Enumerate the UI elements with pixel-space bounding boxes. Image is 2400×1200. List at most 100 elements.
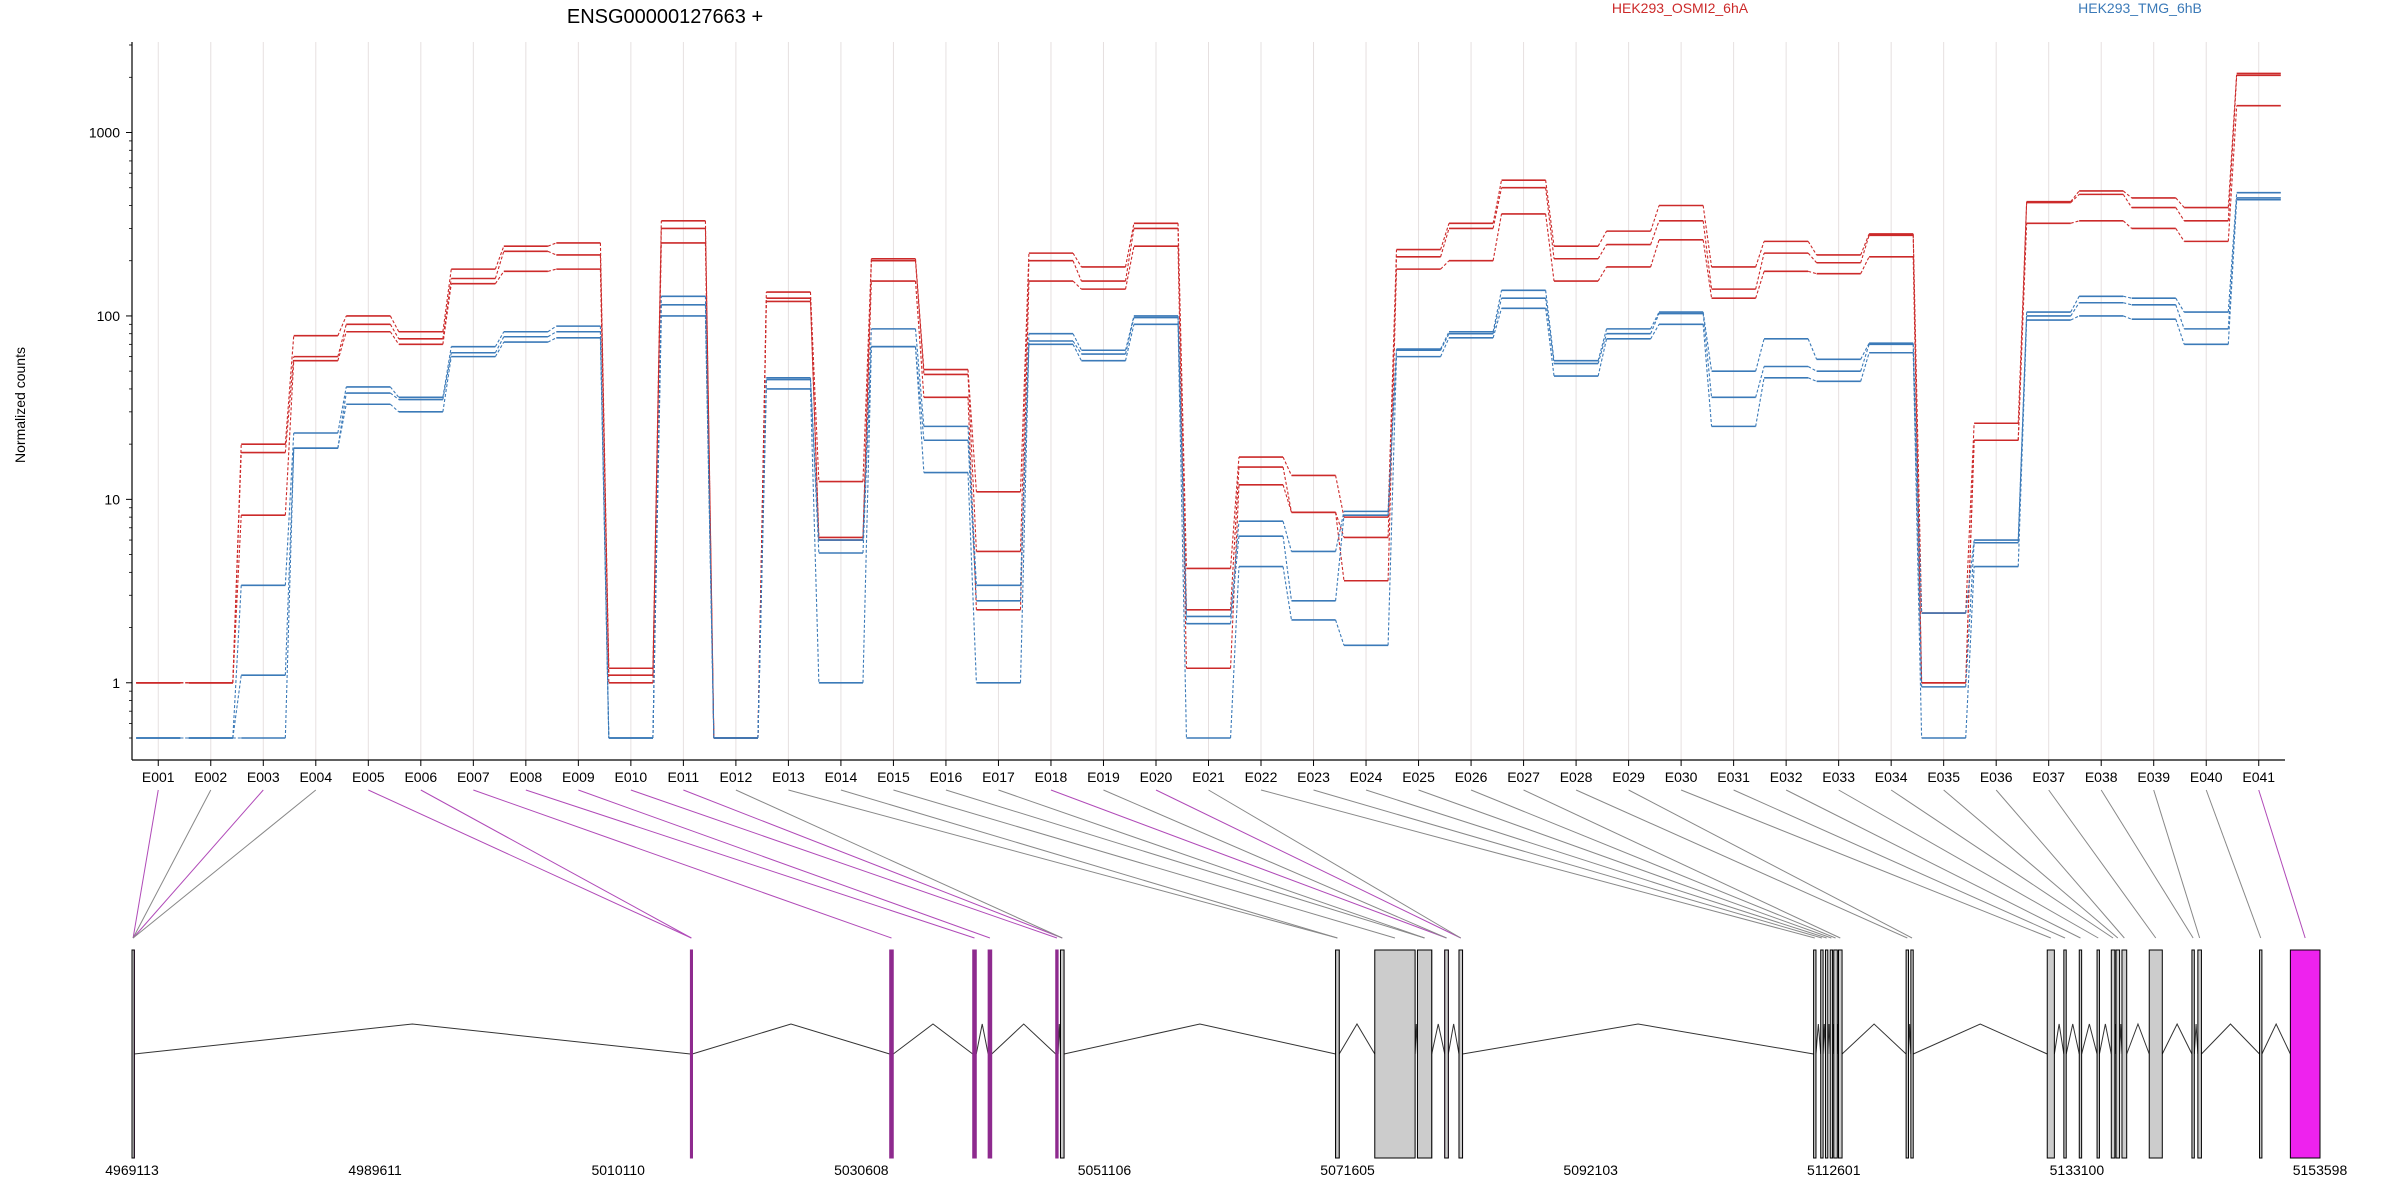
data-lines <box>136 72 2281 739</box>
exon-box-E021 <box>1458 949 1464 1159</box>
intron-line <box>692 1023 890 1055</box>
x-tick-label-E025: E025 <box>1402 769 1435 785</box>
data-connector <box>2175 297 2185 313</box>
data-connector <box>2070 190 2080 202</box>
exon-link-E026 <box>1470 789 1836 939</box>
data-connector <box>967 426 977 586</box>
data-connector <box>967 374 977 552</box>
exon-box-E008 <box>972 949 977 1159</box>
data-connector <box>389 386 400 398</box>
data-connector <box>1807 338 1818 360</box>
data-connector <box>1807 252 1818 264</box>
data-connector <box>494 271 505 284</box>
data-connector <box>2122 194 2133 208</box>
exon-link-E020 <box>1155 789 1461 939</box>
data-connector <box>809 379 820 554</box>
exon-box-E004 <box>131 949 135 1159</box>
x-tick-label-E007: E007 <box>457 769 490 785</box>
exon-box-E036 <box>2121 949 2128 1159</box>
data-connector <box>2175 304 2185 330</box>
exon-box-E017 <box>1416 949 1433 1159</box>
data-connector <box>337 331 347 361</box>
exon-box-E009 <box>987 949 993 1159</box>
data-connector <box>547 242 557 247</box>
data-connector <box>809 388 820 683</box>
exon-box-E015 <box>1374 949 1416 1159</box>
data-connector <box>1019 340 1030 601</box>
data-connector <box>2227 192 2238 313</box>
intron-line <box>975 1023 989 1055</box>
data-connector <box>1597 244 1608 260</box>
exon-link-E002 <box>132 789 212 939</box>
data-connector <box>284 356 295 453</box>
data-connector <box>1702 205 1713 268</box>
x-tick-label-E006: E006 <box>404 769 437 785</box>
data-connector <box>547 250 557 256</box>
genomic-tick-label-4989611: 4989611 <box>348 1162 402 1178</box>
data-connector <box>232 515 242 683</box>
data-connector <box>1860 233 1870 256</box>
exon-link-E039 <box>2153 789 2201 939</box>
exon-link-E033 <box>1838 789 2099 939</box>
x-tick-label-E022: E022 <box>1245 769 1278 785</box>
x-tick-label-E010: E010 <box>615 769 648 785</box>
data-connector <box>2017 320 2028 567</box>
x-tick-label-E003: E003 <box>247 769 280 785</box>
y-axis: 1 10 100 1000 <box>89 42 133 760</box>
data-connector <box>337 315 347 336</box>
x-tick-label-E001: E001 <box>142 769 175 785</box>
series-6 <box>136 198 2281 739</box>
data-connector <box>494 246 505 270</box>
data-connector <box>1072 252 1082 268</box>
data-connector <box>862 281 872 541</box>
exon-box-E007 <box>889 949 894 1159</box>
exon-link-E040 <box>2205 789 2262 939</box>
exon-link-E041 <box>2258 789 2306 939</box>
x-tick-label-E013: E013 <box>772 769 805 785</box>
data-connector <box>547 325 557 333</box>
data-connector <box>1545 298 1555 364</box>
data-connector <box>1597 266 1608 282</box>
x-tick-label-E020: E020 <box>1140 769 1173 785</box>
data-connector <box>2070 220 2080 224</box>
data-connector <box>1492 187 1503 229</box>
x-tick-label-E009: E009 <box>562 769 595 785</box>
data-connector <box>1545 180 1555 247</box>
data-connector <box>862 346 872 683</box>
x-tick-label-E011: E011 <box>668 769 700 785</box>
x-tick-label-E037: E037 <box>2032 769 2065 785</box>
data-connector <box>2175 197 2185 208</box>
data-connector <box>1282 566 1293 621</box>
data-connector <box>1124 315 1135 351</box>
data-connector <box>2070 296 2080 313</box>
exon-link-E013 <box>788 789 1338 939</box>
data-connector <box>1440 331 1450 350</box>
data-connector <box>1282 456 1292 476</box>
exon-link-E023 <box>1313 789 1823 939</box>
data-connector <box>1072 280 1082 290</box>
intron-line <box>2081 1023 2098 1055</box>
x-tick-label-E030: E030 <box>1665 769 1698 785</box>
y-tick-label-10: 10 <box>104 491 120 507</box>
data-connector <box>337 324 347 357</box>
data-connector <box>1755 241 1765 268</box>
data-connector <box>1282 521 1292 552</box>
data-connector <box>1755 338 1765 372</box>
x-tick-label-E002: E002 <box>194 769 227 785</box>
data-connector <box>1282 466 1293 513</box>
exon-box-E038 <box>2191 949 2195 1159</box>
x-tick-label-E024: E024 <box>1350 769 1383 785</box>
data-connector <box>390 392 400 401</box>
x-tick-label-E033: E033 <box>1822 769 1855 785</box>
data-connector <box>2122 220 2133 229</box>
x-tick-label-E023: E023 <box>1297 769 1330 785</box>
exon-box-E010 <box>1055 949 1059 1159</box>
exon-box-E012 <box>1059 949 1065 1159</box>
data-connector <box>1807 366 1817 372</box>
intron-line <box>1815 1023 1822 1055</box>
exon-link-E016 <box>945 789 1425 939</box>
data-connector <box>232 675 242 739</box>
intron-line <box>2161 1022 2193 1055</box>
x-tick-label-E036: E036 <box>1980 769 2013 785</box>
exon-box-E023 <box>1820 949 1824 1159</box>
